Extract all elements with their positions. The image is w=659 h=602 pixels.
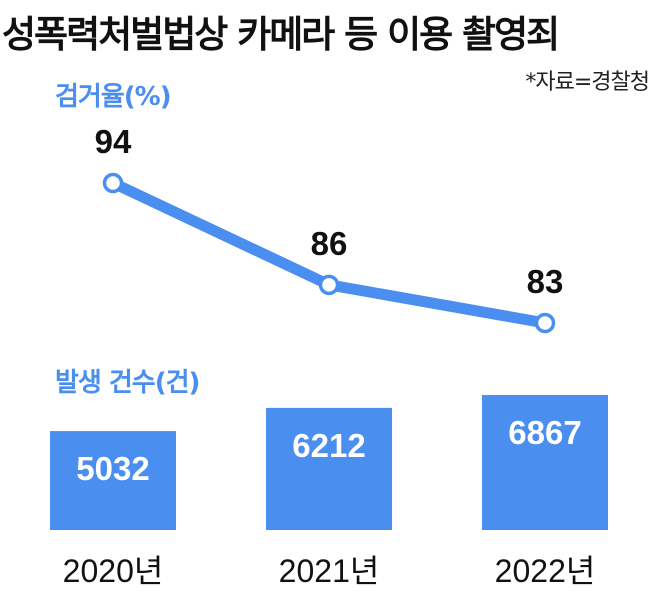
- chart-title: 성폭력처벌법상 카메라 등 이용 촬영죄: [2, 13, 560, 56]
- category-label-1: 2020년: [63, 553, 164, 589]
- line-point-1: [102, 172, 124, 194]
- line-data-label-1: 94: [95, 123, 132, 160]
- bar-2: [266, 407, 392, 530]
- line-data-label-2: 86: [311, 225, 348, 262]
- bar-section-title: 발생 건수(건): [55, 368, 200, 398]
- line-point-2: [318, 274, 340, 296]
- source-note: *자료=경찰청: [525, 70, 650, 95]
- bar-value-label-3: 6867: [508, 414, 581, 451]
- bar-value-label-2: 6212: [292, 427, 365, 464]
- category-label-3: 2022년: [495, 553, 596, 589]
- line-point-3: [534, 312, 556, 334]
- category-label-2: 2021년: [279, 553, 380, 589]
- bar-value-label-1: 5032: [76, 450, 149, 487]
- bar-3: [482, 395, 608, 530]
- bar-1: [50, 431, 176, 530]
- line-data-label-3: 83: [527, 263, 564, 300]
- line-section-title: 검거율(%): [55, 82, 172, 112]
